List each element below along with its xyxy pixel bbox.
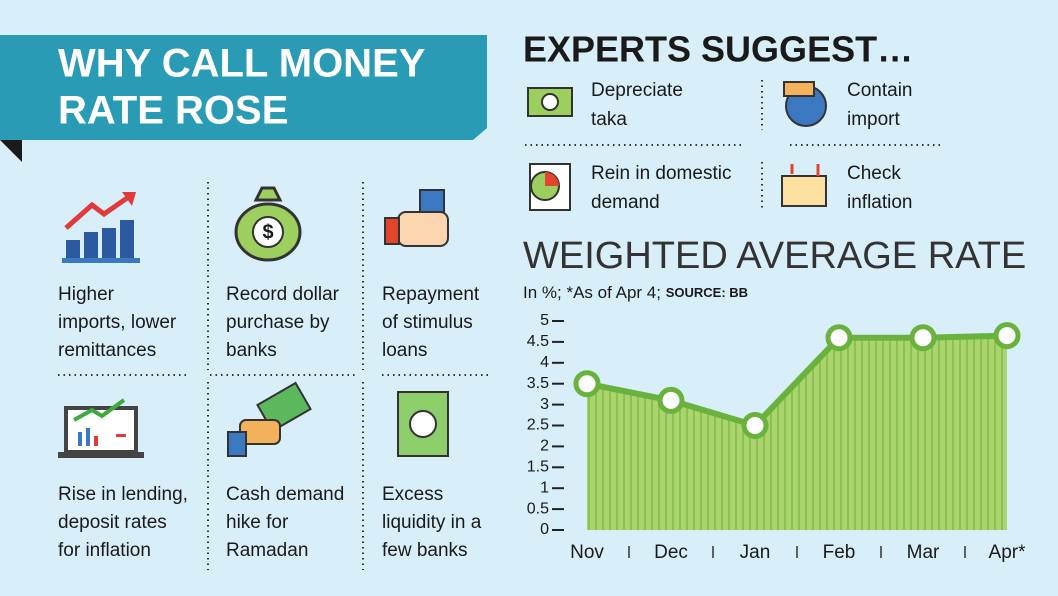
title-line: RATE ROSE [58, 89, 288, 133]
icon-stack [397, 391, 449, 457]
cells: Higher imports, lower remittances Record do… [58, 80, 913, 561]
expert-text: taka [591, 109, 627, 130]
y-tick-label: 2 [540, 438, 549, 455]
icon-laptop [58, 398, 144, 458]
y-tick-label: 4 [540, 354, 549, 371]
marker [909, 324, 937, 352]
item-text: Repayment [382, 284, 480, 305]
icon-globe [783, 81, 827, 127]
item-text: hike for [226, 512, 289, 533]
banner [0, 35, 487, 140]
item-text: Excess [382, 484, 443, 505]
item-text: Rise in lending, [58, 484, 188, 505]
subtitle: In %; *As of Apr 4; [523, 283, 661, 302]
marker [741, 412, 769, 439]
x-tick-label: Dec [654, 542, 688, 563]
source: SOURCE: BB [666, 285, 748, 300]
x-tick-label: Mar [907, 542, 940, 563]
y-tick-label: 5 [540, 312, 549, 329]
x-tick-label: Apr* [989, 542, 1027, 563]
item-text: banks [226, 340, 277, 361]
expert-text: import [847, 109, 901, 130]
left-title: WHY CALL MONEY RATE ROSE [58, 42, 426, 133]
experts-title: EXPERTS SUGGEST… [523, 29, 913, 70]
y-tick-label: 3 [540, 396, 549, 413]
item-text: Cash demand [226, 484, 344, 505]
marker [825, 324, 853, 352]
expert-text: inflation [847, 192, 913, 213]
title-line: WHY CALL MONEY [58, 42, 426, 86]
y-tick-label: 1 [540, 479, 549, 496]
item-text: few banks [382, 540, 468, 561]
x-tick-label: Feb [823, 542, 856, 563]
icon-cash-hand [227, 381, 312, 457]
item-text: deposit rates [58, 512, 167, 533]
icon-bars [62, 192, 140, 263]
line [586, 332, 1008, 429]
icon-note [527, 87, 573, 117]
banner-fold [0, 140, 22, 162]
item-text: of stimulus [382, 312, 473, 333]
icon-money-bag: $ [234, 186, 302, 262]
item-text: Ramadan [226, 540, 308, 561]
item-text: imports, lower [58, 312, 177, 333]
marker [993, 322, 1021, 350]
marker [657, 386, 685, 414]
item-text: liquidity in a [382, 512, 482, 533]
item-text: loans [382, 340, 427, 361]
chart: 0 0.5 1 1.5 2 2.5 3 3.5 4 4.5 5 Nov Dec Jan Feb Mar Apr* [527, 312, 1026, 563]
item-text: remittances [58, 340, 156, 361]
y-tick-label: 3.5 [527, 375, 549, 392]
chart-subtitle: In %; *As of Apr 4; SOURCE: BB [523, 283, 748, 302]
icon-pie [529, 163, 571, 211]
y-tick-label: 2.5 [527, 417, 549, 434]
svg-text:$: $ [262, 221, 273, 243]
separators [58, 80, 940, 570]
area [587, 335, 1007, 530]
icon-inflation [781, 164, 827, 207]
marker [573, 370, 601, 398]
expert-text: Depreciate [591, 80, 683, 101]
item-text: for inflation [58, 540, 151, 561]
y-tick-label: 0 [540, 521, 549, 538]
y-tick-label: 1.5 [527, 459, 549, 476]
item-text: purchase by [226, 312, 330, 333]
x-tick-label: Jan [740, 542, 771, 563]
expert-text: Rein in domestic [591, 163, 731, 184]
item-text: Record dollar [226, 284, 340, 305]
expert-text: Check [847, 163, 901, 184]
y-tick-label: 4.5 [527, 333, 549, 350]
item-text: Higher [58, 284, 115, 305]
icon-hand-cash [384, 189, 449, 247]
expert-text: demand [591, 192, 660, 213]
chart-title: WEIGHTED AVERAGE RATE [523, 235, 1026, 277]
expert-text: Contain [847, 80, 913, 101]
y-tick-label: 0.5 [527, 500, 549, 517]
x-tick-label: Nov [570, 542, 604, 563]
